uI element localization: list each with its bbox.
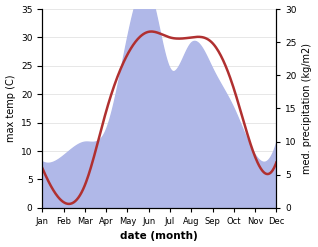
- X-axis label: date (month): date (month): [121, 231, 198, 242]
- Y-axis label: med. precipitation (kg/m2): med. precipitation (kg/m2): [302, 43, 313, 174]
- Y-axis label: max temp (C): max temp (C): [5, 75, 16, 142]
